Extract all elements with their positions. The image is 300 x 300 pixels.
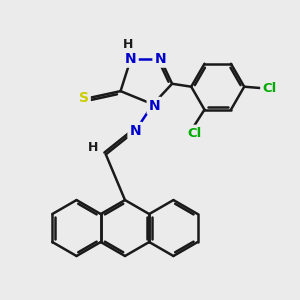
Text: N: N (130, 124, 141, 138)
Text: H: H (123, 38, 133, 50)
Text: N: N (154, 52, 166, 66)
Text: S: S (79, 92, 89, 106)
Text: N: N (148, 99, 160, 113)
Text: N: N (125, 52, 137, 66)
Text: Cl: Cl (187, 127, 201, 140)
Text: H: H (87, 141, 98, 154)
Text: Cl: Cl (262, 82, 276, 95)
